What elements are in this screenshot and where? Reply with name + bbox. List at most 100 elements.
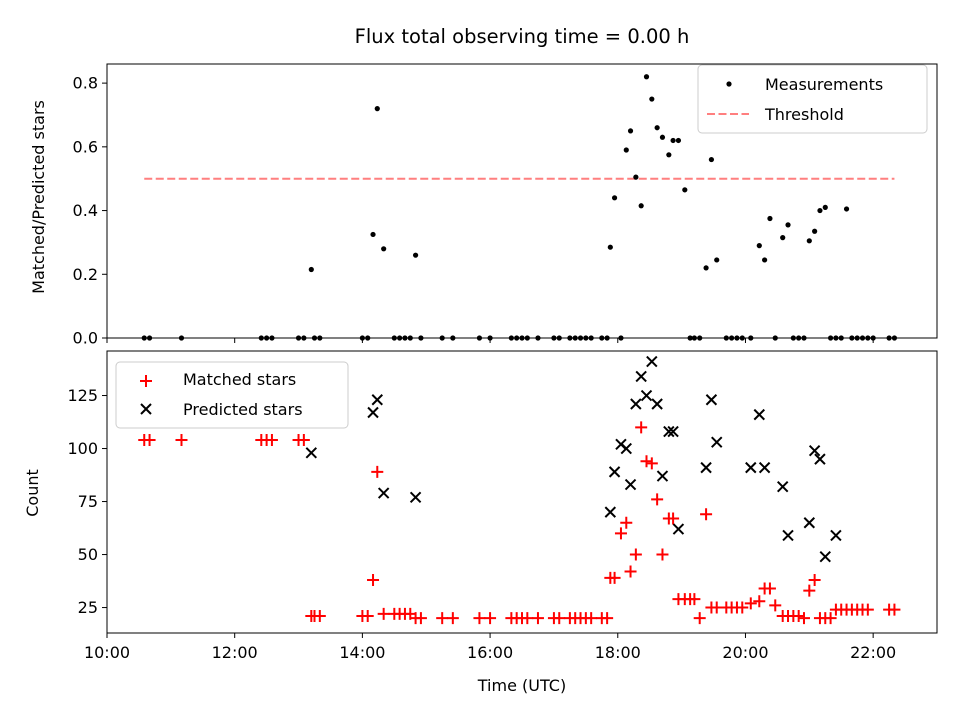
measurement-point	[638, 203, 644, 209]
matched-star-point	[651, 493, 664, 506]
matched-star-point	[693, 612, 706, 625]
measurement-point	[708, 156, 715, 163]
x-tick-label: 22:00	[850, 643, 896, 662]
chart-title: Flux total observing time = 0.00 h	[355, 25, 690, 48]
top-y-axis-label: Matched/Predicted stars	[29, 100, 48, 294]
predicted-star-point	[608, 466, 621, 478]
measurement-point	[714, 257, 720, 263]
predicted-star-point	[305, 447, 318, 459]
measurement-point	[670, 137, 676, 144]
x-tick-label: 20:00	[722, 643, 768, 662]
bottom-panel: 10:00 12:00 14:00 16:00 18:00 20:00 22:00 25 50 7…	[67, 350, 938, 662]
measurement-point	[675, 137, 682, 144]
matched-star-point	[645, 457, 658, 470]
measurement-point	[659, 134, 666, 140]
matched-star-point	[797, 612, 810, 625]
matched-star-point	[143, 434, 156, 447]
measurement-point	[654, 125, 660, 131]
matched-star-point	[753, 595, 766, 608]
bottom-plot-frame	[106, 350, 938, 634]
measurement-point	[682, 187, 688, 193]
legend-predicted-marker	[140, 403, 152, 415]
predicted-star-point	[758, 461, 771, 474]
predicted-star-point	[819, 550, 831, 563]
measurement-point	[643, 74, 650, 80]
predicted-star-point	[705, 394, 718, 406]
matched-star-point	[635, 421, 648, 434]
top-plot-frame	[106, 63, 938, 339]
predicted-star-point	[753, 408, 766, 421]
legend-matched-marker	[140, 375, 152, 387]
predicted-star-point	[814, 453, 826, 465]
predicted-star-point	[663, 425, 675, 438]
x-tick-label: 18:00	[595, 643, 641, 662]
matched-star-point	[414, 612, 427, 625]
predicted-star-point	[808, 444, 821, 457]
x-tick-label: 14:00	[339, 643, 385, 662]
matched-star-point	[620, 516, 633, 529]
predicted-star-point	[700, 461, 712, 474]
measurement-point	[607, 244, 613, 250]
legend-measurements-marker	[726, 81, 732, 87]
matched-star-point	[667, 512, 680, 525]
matched-star-point	[688, 593, 701, 606]
measurement-point	[756, 243, 762, 249]
measurement-point	[633, 174, 639, 180]
measurement-point	[308, 266, 314, 273]
matched-star-point	[629, 548, 642, 561]
matched-star-point	[744, 597, 757, 610]
predicted-star-point	[651, 398, 663, 410]
predicted-star-point	[711, 436, 723, 448]
measurement-point	[611, 195, 618, 201]
matched-star-point	[371, 465, 384, 478]
legend-threshold-label: Threshold	[764, 105, 844, 124]
y-tick-label: 0.6	[73, 137, 98, 156]
measurement-point	[412, 252, 419, 258]
matched-star-point	[803, 584, 816, 597]
x-axis-label: Time (UTC)	[477, 676, 566, 695]
y-tick-label: 0.4	[73, 201, 98, 220]
legend-matched-label: Matched stars	[183, 370, 296, 389]
matched-star-point	[792, 610, 805, 623]
matched-star-point	[624, 565, 637, 578]
measurement-point	[381, 246, 387, 252]
matched-star-point	[436, 612, 449, 625]
top-legend: Measurements Threshold	[697, 64, 928, 134]
y-tick-label: 125	[67, 386, 98, 405]
measurement-point	[843, 206, 850, 212]
matched-star-point	[473, 612, 486, 625]
matched-star-point	[531, 612, 544, 625]
matched-star-point	[700, 508, 713, 521]
matched-star-point	[769, 599, 782, 612]
predicted-star-point	[830, 529, 842, 542]
matched-star-point	[175, 434, 188, 447]
measurement-point	[762, 257, 768, 263]
measurement-point	[817, 207, 823, 214]
predicted-star-point	[646, 355, 658, 368]
predicted-star-point	[745, 461, 757, 474]
predicted-star-point	[782, 529, 794, 542]
measurement-point	[812, 228, 818, 234]
top-legend-box	[697, 64, 928, 134]
predicted-star-point	[635, 370, 647, 383]
matched-star-point	[614, 527, 627, 540]
predicted-star-point	[803, 517, 816, 529]
matched-star-point	[608, 571, 621, 584]
legend-predicted-label: Predicted stars	[183, 400, 303, 419]
matched-star-point	[824, 612, 837, 625]
matched-star-point	[656, 548, 669, 561]
y-tick-label: 0.2	[73, 265, 98, 284]
y-tick-label: 100	[67, 439, 98, 458]
measurement-point	[703, 265, 709, 271]
x-tick-label: 16:00	[467, 643, 513, 662]
x-tick-label: 10:00	[84, 643, 130, 662]
predicted-star-point	[656, 470, 669, 482]
matched-star-point	[521, 612, 534, 625]
predicted-star-point	[624, 478, 637, 491]
legend-measurements-label: Measurements	[765, 75, 883, 94]
measurement-point	[767, 215, 773, 222]
matched-star-point	[736, 601, 749, 614]
predicted-star-point	[409, 491, 422, 504]
matched-star-point	[484, 612, 497, 625]
